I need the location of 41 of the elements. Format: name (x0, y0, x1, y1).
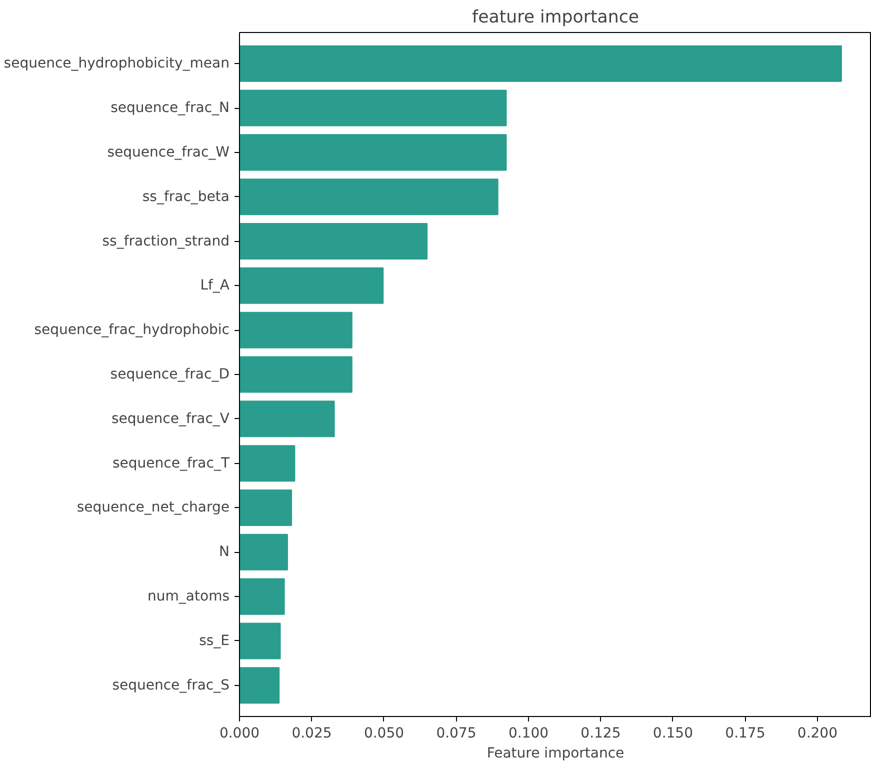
bar (240, 667, 280, 704)
y-tick-label: sequence_frac_N (110, 100, 230, 116)
x-axis-title: Feature importance (486, 746, 624, 762)
x-tick-label: 0.075 (436, 726, 476, 742)
y-tick-label: ss_frac_beta (142, 188, 230, 205)
y-tick-label: sequence_frac_S (112, 677, 230, 694)
y-tick-label: sequence_frac_D (110, 366, 230, 382)
x-tick-label: 0.175 (725, 726, 766, 742)
y-tick-label: sequence_hydrophobicity_mean (4, 56, 230, 72)
y-tick-label: sequence_net_charge (76, 500, 230, 516)
bar (240, 90, 507, 126)
y-tick-label: ss_fraction_strand (102, 233, 230, 250)
bar (240, 178, 498, 216)
bar (240, 578, 285, 615)
bar (240, 400, 335, 438)
x-tick-label: 0.050 (364, 726, 404, 742)
bar (240, 222, 428, 260)
y-tick-label: Lf_A (200, 278, 230, 294)
y-tick-label: sequence_frac_V (112, 410, 230, 427)
x-tick-label: 0.150 (652, 726, 694, 742)
bar (240, 489, 292, 526)
y-tick-label: sequence_frac_T (112, 455, 230, 472)
bar (240, 45, 842, 82)
y-tick-label: num_atoms (148, 588, 230, 605)
bar (240, 312, 352, 348)
y-tick-label: N (219, 544, 230, 560)
x-tick-label: 0.025 (292, 726, 332, 742)
y-tick-label: ss_E (199, 632, 230, 649)
bar (240, 534, 288, 570)
y-tick-label: sequence_frac_hydrophobic (34, 322, 230, 338)
bar (240, 622, 281, 660)
chart-title: feature importance (472, 8, 640, 28)
x-tick-label: 0.100 (508, 726, 549, 742)
x-tick-label: 0.000 (219, 726, 260, 742)
x-tick-label: 0.125 (580, 726, 621, 742)
bar (240, 267, 384, 304)
bar (240, 445, 296, 482)
x-tick-label: 0.200 (797, 726, 838, 742)
bar (240, 134, 507, 171)
y-tick-label: sequence_frac_W (107, 144, 230, 160)
bar (240, 356, 352, 393)
